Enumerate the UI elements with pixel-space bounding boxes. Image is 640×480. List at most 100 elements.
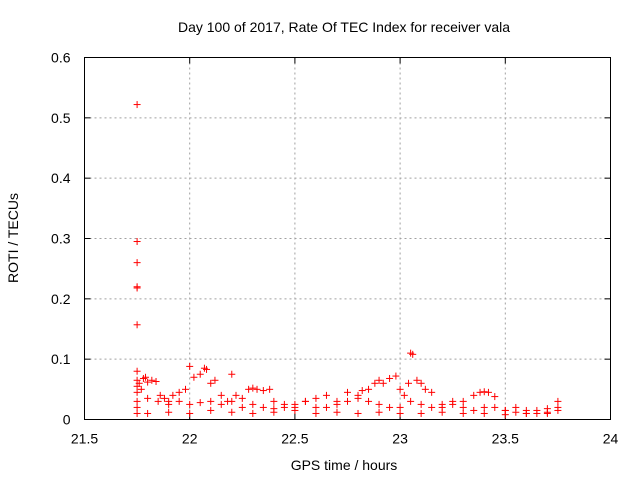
x-tick-label: 22.5 (281, 431, 308, 447)
data-point (186, 409, 194, 417)
data-point (301, 397, 309, 405)
axis-ticks: 21.5 22 22.5 23 23.5 24 0 0.1 0.2 0.3 0.4 0.5 0.6 (51, 50, 618, 447)
data-point (413, 376, 421, 384)
data-point (144, 378, 152, 386)
data-point (228, 397, 236, 405)
data-point (144, 409, 152, 417)
data-point (133, 409, 141, 417)
data-point (405, 379, 413, 387)
data-point (238, 403, 246, 411)
data-point (438, 400, 446, 408)
data-point (207, 379, 215, 387)
data-point (358, 387, 366, 395)
chart-title: Day 100 of 2017, Rate Of TEC Index for r… (178, 19, 510, 35)
data-point (354, 394, 362, 402)
data-point (386, 403, 394, 411)
data-point (245, 385, 253, 393)
y-tick-label: 0.3 (51, 231, 71, 247)
x-tick-label: 23 (392, 431, 408, 447)
data-point (396, 385, 404, 393)
data-point (365, 385, 373, 393)
data-point (160, 394, 168, 402)
data-point (133, 101, 141, 109)
y-tick-label: 0.2 (51, 291, 71, 307)
data-point (421, 385, 429, 393)
data-point (196, 370, 204, 378)
data-point (253, 385, 261, 393)
data-point (207, 397, 215, 405)
data-point (386, 374, 394, 382)
data-point (428, 388, 436, 396)
data-point (333, 408, 341, 416)
grid (84, 57, 611, 420)
data-point (371, 379, 379, 387)
data-point (333, 400, 341, 408)
data-point (203, 365, 211, 373)
data-point (133, 321, 141, 329)
data-point (491, 393, 499, 401)
x-tick-label: 24 (603, 431, 619, 447)
data-point (396, 409, 404, 417)
data-point (190, 373, 198, 381)
data-point (312, 409, 320, 417)
data-point (409, 350, 417, 358)
data-point (459, 403, 467, 411)
data-point (266, 385, 274, 393)
data-point (165, 400, 173, 408)
data-point (554, 397, 562, 405)
data-point (417, 409, 425, 417)
data-point (396, 403, 404, 411)
data-point (428, 403, 436, 411)
data-point (322, 391, 330, 399)
data-point (417, 400, 425, 408)
data-point (169, 391, 177, 399)
data-point (211, 376, 219, 384)
data-point (165, 408, 173, 416)
data-point (379, 379, 387, 387)
data-point (280, 403, 288, 411)
data-point (470, 406, 478, 414)
data-point (512, 403, 520, 411)
data-point (133, 388, 141, 396)
y-axis-label: ROTI / TECUs (5, 193, 21, 283)
data-point (522, 409, 530, 417)
data-point (186, 400, 194, 408)
data-point (156, 391, 164, 399)
data-point (407, 397, 415, 405)
data-point (175, 397, 183, 405)
data-point (291, 406, 299, 414)
data-point (501, 411, 509, 419)
data-point (133, 284, 141, 292)
data-point (291, 400, 299, 408)
data-point (375, 400, 383, 408)
data-point (375, 408, 383, 416)
data-point (137, 385, 145, 393)
data-point (459, 409, 467, 417)
data-point (175, 388, 183, 396)
data-point (144, 394, 152, 402)
data-point (154, 397, 162, 405)
data-point (354, 409, 362, 417)
data-point (228, 408, 236, 416)
data-point (133, 367, 141, 375)
x-axis-label: GPS time / hours (291, 457, 398, 473)
data-point (322, 403, 330, 411)
data-point (392, 372, 400, 380)
data-point (133, 403, 141, 411)
data-point (312, 394, 320, 402)
plot-frame (84, 57, 611, 420)
data-point (400, 391, 408, 399)
data-point (365, 397, 373, 405)
data-point (533, 409, 541, 417)
data-point (476, 388, 484, 396)
data-point (480, 403, 488, 411)
y-tick-label: 0.4 (51, 170, 71, 186)
x-tick-label: 21.5 (71, 431, 98, 447)
x-tick-label: 23.5 (492, 431, 519, 447)
data-point (196, 399, 204, 407)
data-point (480, 409, 488, 417)
x-tick-label: 22 (182, 431, 198, 447)
data-point (417, 379, 425, 387)
data-point (133, 397, 141, 405)
